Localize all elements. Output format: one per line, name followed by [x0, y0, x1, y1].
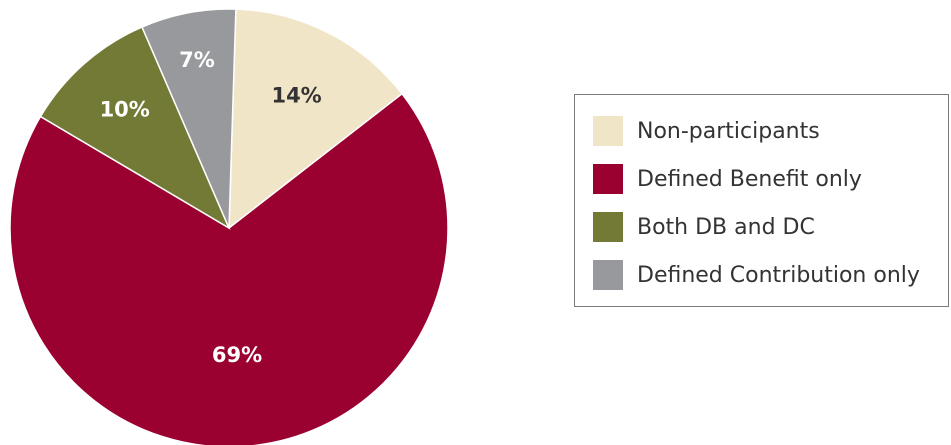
legend: Non-participants Defined Benefit only Bo… — [574, 94, 949, 307]
pie-slice-defined-benefit-only — [9, 92, 449, 445]
legend-item-defined-benefit-only: Defined Benefit only — [593, 163, 862, 195]
slice-labels: 14% 69% 10% 7% — [100, 48, 322, 367]
slice-label-defined-benefit-only: 69% — [212, 343, 262, 367]
legend-item-non-participants: Non-participants — [593, 115, 820, 147]
pie-slice-defined-contribution-only — [141, 8, 237, 229]
legend-label: Non-participants — [637, 118, 820, 144]
legend-label: Defined Benefit only — [637, 166, 862, 192]
pie-slice-non-participants — [228, 8, 404, 230]
slice-label-both-db-and-dc: 10% — [100, 98, 150, 122]
legend-swatch — [593, 164, 623, 194]
slice-label-non-participants: 14% — [271, 83, 321, 107]
legend-label: Both DB and DC — [637, 214, 815, 240]
legend-label: Defined Contribution only — [637, 262, 920, 288]
pie-slice-both-db-and-dc — [39, 26, 231, 230]
legend-swatch — [593, 212, 623, 242]
slice-label-defined-contribution-only: 7% — [179, 48, 215, 72]
legend-item-defined-contribution-only: Defined Contribution only — [593, 259, 920, 291]
legend-swatch — [593, 116, 623, 146]
legend-item-both-db-and-dc: Both DB and DC — [593, 211, 815, 243]
pie-slices — [9, 8, 449, 445]
legend-swatch — [593, 260, 623, 290]
